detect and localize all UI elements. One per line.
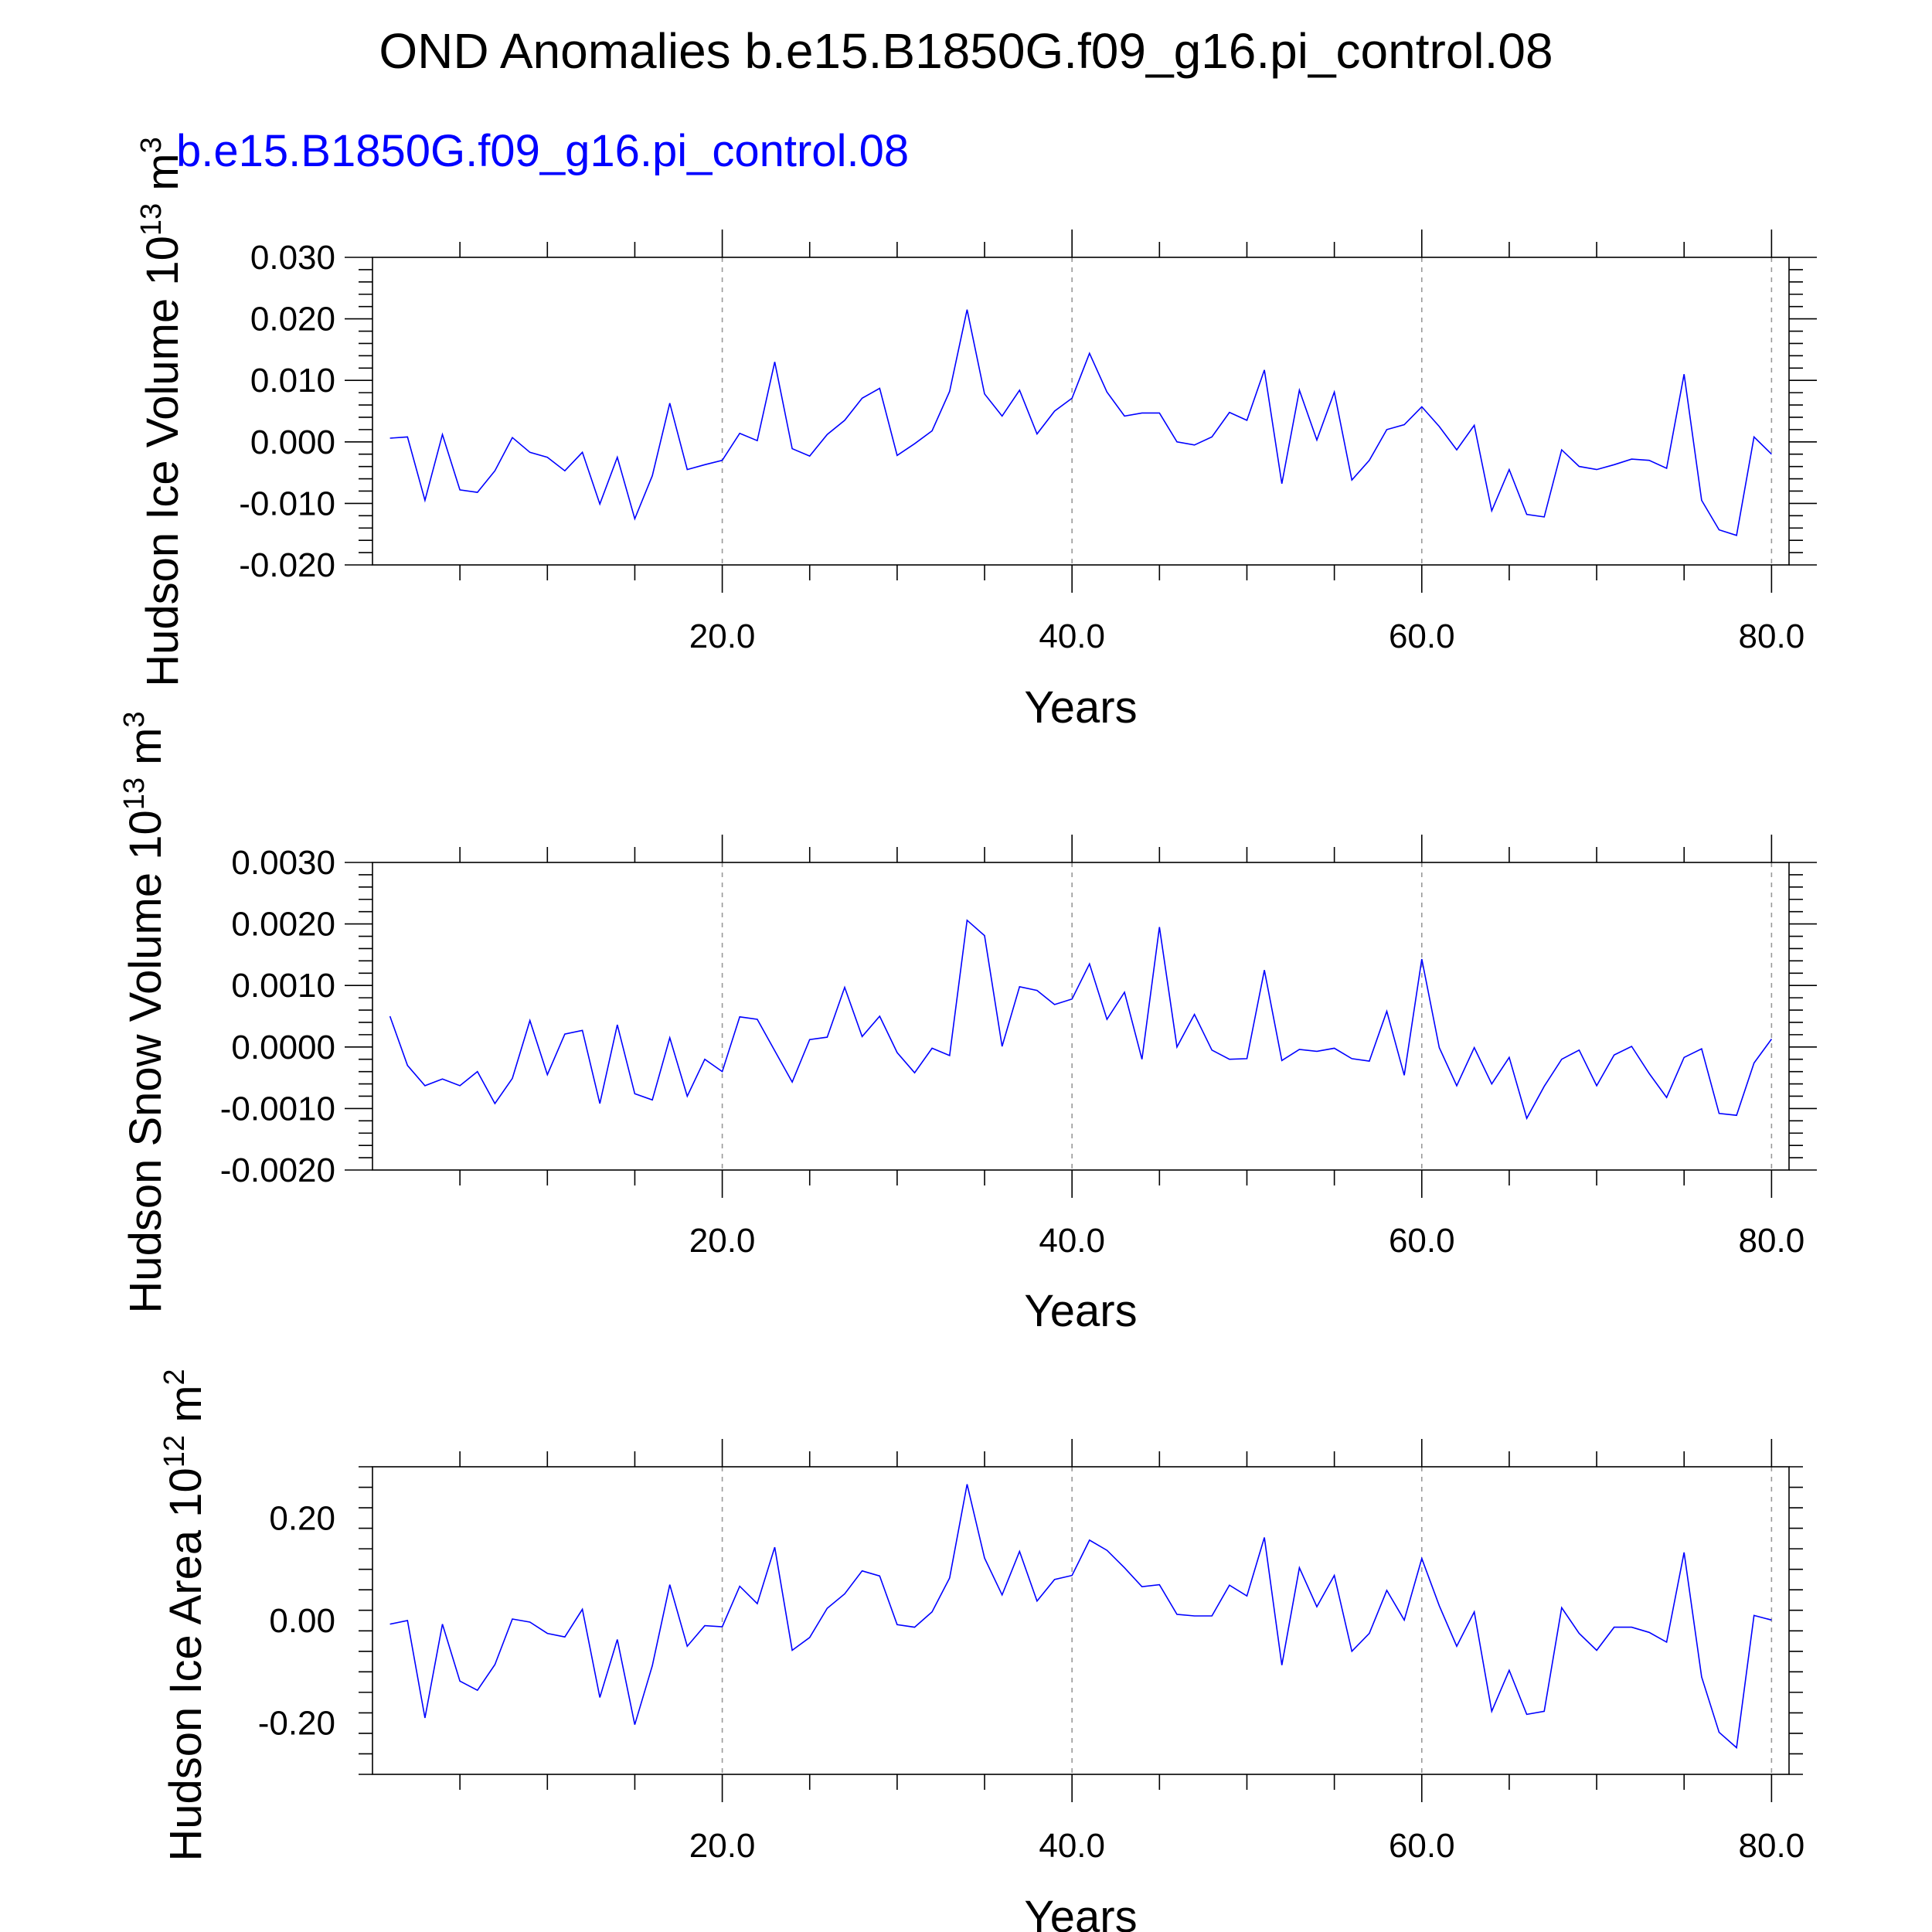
panel-1: -0.020 -0.010 0.000 0.010 0.020 0.030 20.0 40.0… (135, 137, 1817, 733)
y-tick-label: 0.030 (250, 239, 335, 277)
x-tick-label: 40.0 (1039, 1827, 1105, 1865)
panels: -0.020 -0.010 0.000 0.010 0.020 0.030 20.0 40.0… (118, 137, 1817, 1932)
x-tick-label: 20.0 (689, 1827, 756, 1865)
x-tick-label: 80.0 (1739, 617, 1805, 655)
y-tick-label: 0.0020 (231, 906, 335, 944)
panel-2: -0.0020 -0.0010 0.0000 0.0010 0.0020 0.0030 20… (118, 711, 1817, 1336)
x-axis-label: Years (1024, 1892, 1137, 1932)
y-axis-label: Hudson Ice Area 1012 m2 (158, 1369, 211, 1861)
x-tick-label: 40.0 (1039, 617, 1105, 655)
y-tick-label: 0.000 (250, 423, 335, 461)
x-tick-label: 60.0 (1389, 1222, 1455, 1260)
x-tick-label: 20.0 (689, 617, 756, 655)
x-tick-label: 20.0 (689, 1222, 756, 1260)
y-axis-label: Hudson Snow Volume 1013 m3 (118, 711, 171, 1313)
y-tick-label: 0.020 (250, 301, 335, 338)
y-tick-label: 0.0000 (231, 1029, 335, 1066)
main-title: OND Anomalies b.e15.B1850G.f09_g16.pi_co… (379, 23, 1553, 79)
y-tick-label: 0.0010 (231, 967, 335, 1005)
y-tick-label: 0.010 (250, 362, 335, 400)
x-tick-label: 60.0 (1389, 617, 1455, 655)
plot-frame (372, 257, 1790, 566)
y-tick-label: 0.00 (269, 1602, 335, 1640)
series-line-3 (389, 1484, 1772, 1750)
x-tick-label: 80.0 (1739, 1827, 1805, 1865)
y-tick-label: 0.20 (269, 1499, 335, 1537)
x-axis-label: Years (1024, 682, 1137, 733)
y-tick-label: -0.020 (239, 546, 335, 584)
series-line-2 (389, 919, 1773, 1121)
series-line-1 (389, 309, 1772, 536)
y-axis-label: Hudson Ice Volume 1013 m3 (135, 137, 188, 686)
x-axis-label: Years (1024, 1286, 1137, 1336)
x-tick-label: 80.0 (1739, 1222, 1805, 1260)
panel-3: -0.20 0.00 0.20 20.0 40.0 60.0 80.0 Years Hudson… (158, 1369, 1804, 1932)
x-tick-label: 40.0 (1039, 1222, 1105, 1260)
y-tick-label: -0.0020 (220, 1151, 335, 1189)
y-tick-label: -0.010 (239, 485, 335, 522)
x-tick-label: 60.0 (1389, 1827, 1455, 1865)
y-tick-label: -0.0010 (220, 1090, 335, 1128)
plot-frame (372, 1466, 1790, 1775)
y-tick-label: 0.0030 (231, 844, 335, 882)
y-tick-label: -0.20 (258, 1705, 335, 1743)
plot-frame (372, 862, 1790, 1171)
case-label: b.e15.B1850G.f09_g16.pi_control.08 (176, 126, 909, 176)
